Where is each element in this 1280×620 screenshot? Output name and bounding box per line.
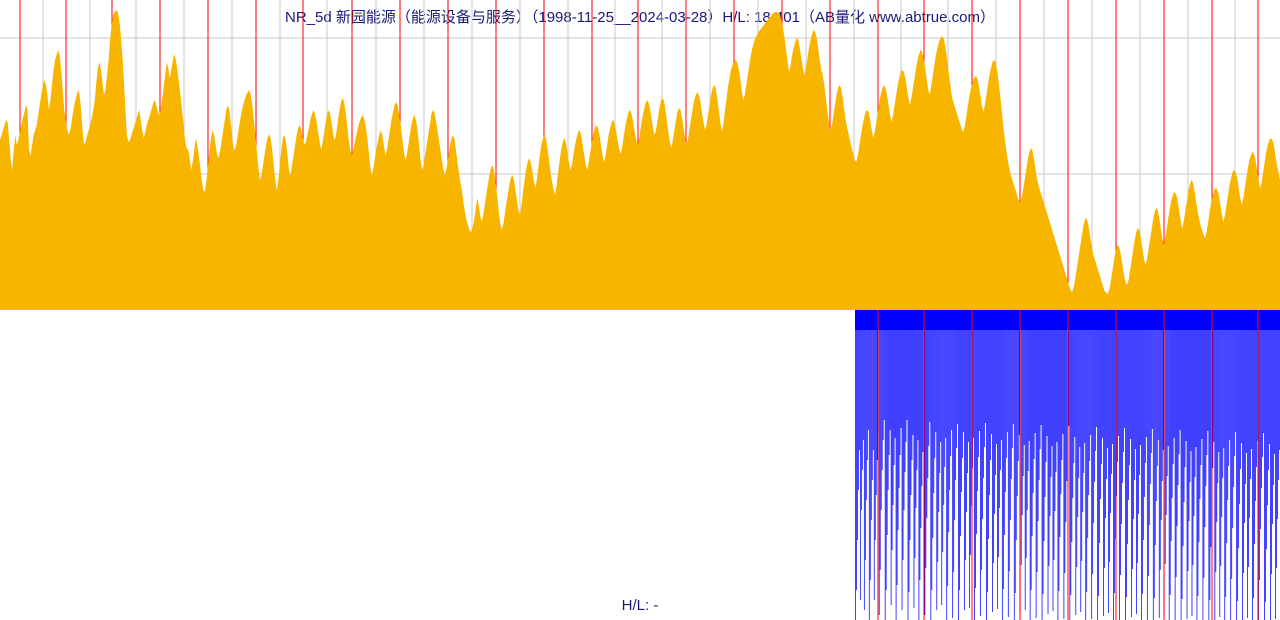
chart-container: NR_5d 新园能源（能源设备与服务）（1998-11-25__2024-03-… (0, 0, 1280, 620)
upper-chart (0, 0, 1280, 310)
chart-footer: H/L: - (0, 597, 1280, 614)
lower-chart (0, 310, 1280, 620)
